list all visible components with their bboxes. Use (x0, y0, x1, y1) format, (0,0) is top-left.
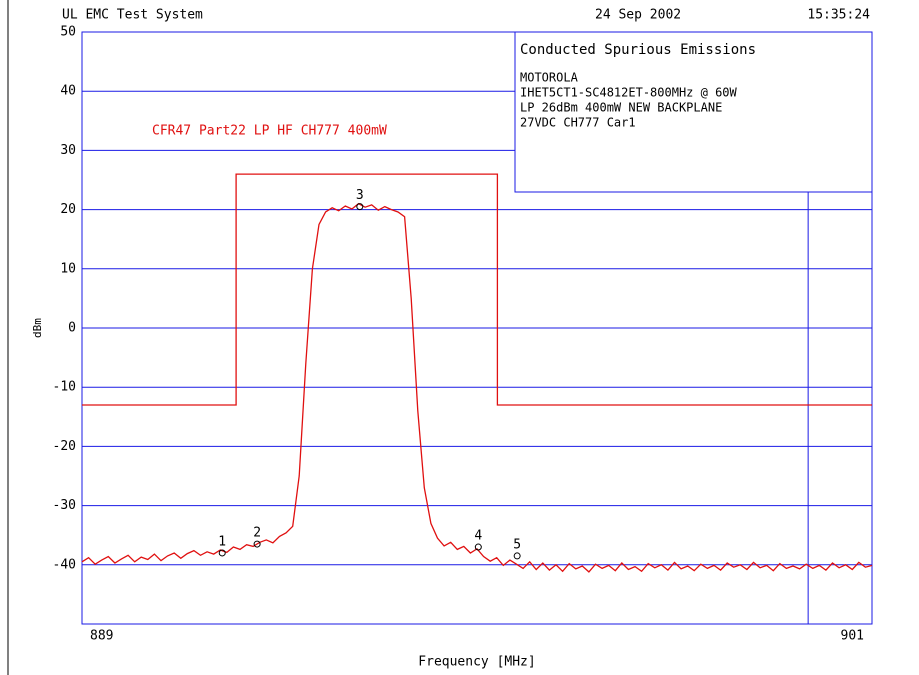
y-tick-label: 10 (60, 261, 76, 276)
marker-label: 2 (253, 526, 261, 541)
date: 24 Sep 2002 (595, 8, 681, 23)
y-tick-label: -30 (53, 498, 76, 513)
y-axis-label: dBm (31, 318, 44, 338)
y-tick-label: 0 (68, 321, 76, 336)
y-tick-label: 20 (60, 202, 76, 217)
info-line: MOTOROLA (520, 71, 579, 85)
marker-label: 4 (474, 529, 482, 544)
marker-label: 3 (356, 188, 364, 203)
marker-label: 5 (513, 537, 521, 552)
marker (253, 540, 261, 548)
system-name: UL EMC Test System (62, 8, 203, 23)
marker (513, 552, 521, 560)
y-tick-label: -10 (53, 380, 76, 395)
trace (81, 202, 873, 573)
info-line: IHET5CT1-SC4812ET-800MHz @ 60W (520, 86, 738, 100)
y-tick-label: -20 (53, 439, 76, 454)
x-axis-label: Frequency [MHz] (418, 655, 535, 670)
marker-label: 1 (218, 534, 226, 549)
marker (474, 543, 482, 551)
y-tick-label: 30 (60, 143, 76, 158)
marker (356, 203, 364, 211)
y-tick-label: -40 (53, 557, 76, 572)
time: 15:35:24 (807, 8, 870, 23)
x-tick-label: 889 (90, 629, 113, 644)
marker (218, 549, 226, 557)
y-tick-label: 40 (60, 84, 76, 99)
x-tick-label: 901 (841, 629, 864, 644)
limit-line (82, 173, 872, 406)
info-title: Conducted Spurious Emissions (520, 42, 756, 58)
info-box (514, 31, 873, 193)
limit-label: CFR47 Part22 LP HF CH777 400mW (152, 124, 387, 139)
plot-frame (81, 31, 873, 625)
info-line: LP 26dBm 400mW NEW BACKPLANE (520, 101, 722, 115)
y-tick-label: 50 (60, 25, 76, 40)
info-line: 27VDC CH777 Car1 (520, 116, 636, 130)
